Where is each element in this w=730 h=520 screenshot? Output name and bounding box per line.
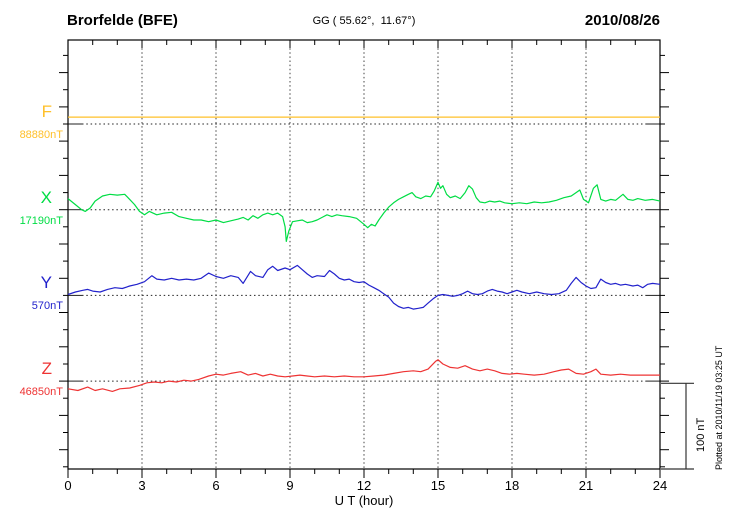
x-tick-label-6: 6 bbox=[212, 478, 219, 493]
series-label-F: F bbox=[41, 102, 52, 121]
series-value-F: 88880nT bbox=[19, 129, 63, 141]
x-tick-label-0: 0 bbox=[64, 478, 71, 493]
x-tick-label-9: 9 bbox=[286, 478, 293, 493]
plotted-at-timestamp: Plotted at 2010/11/19 03:25 UT bbox=[714, 345, 724, 470]
observation-date: 2010/08/26 bbox=[584, 12, 660, 29]
series-value-Z: 46850nT bbox=[19, 386, 63, 398]
series-label-X: X bbox=[40, 188, 52, 207]
station-name: Brorfelde (BFE) bbox=[67, 12, 178, 29]
series-label-Z: Z bbox=[41, 359, 52, 378]
x-axis-label: U T (hour) bbox=[334, 493, 394, 508]
trace-X bbox=[67, 181, 661, 242]
geographic-coordinates: GG ( 55.62°, 11.67°) bbox=[312, 15, 416, 27]
trace-Y bbox=[67, 264, 661, 310]
x-tick-label-18: 18 bbox=[505, 478, 519, 493]
x-tick-label-15: 15 bbox=[431, 478, 445, 493]
x-tick-label-24: 24 bbox=[653, 478, 667, 493]
x-tick-label-12: 12 bbox=[357, 478, 371, 493]
scale-bar-label: 100 nT bbox=[695, 417, 707, 452]
series-label-Y: Y bbox=[40, 273, 52, 292]
series-value-Y: 570nT bbox=[31, 300, 63, 312]
trace-Z bbox=[67, 359, 660, 392]
x-tick-label-3: 3 bbox=[138, 478, 145, 493]
x-tick-label-21: 21 bbox=[579, 478, 593, 493]
series-value-X: 17190nT bbox=[19, 215, 63, 227]
